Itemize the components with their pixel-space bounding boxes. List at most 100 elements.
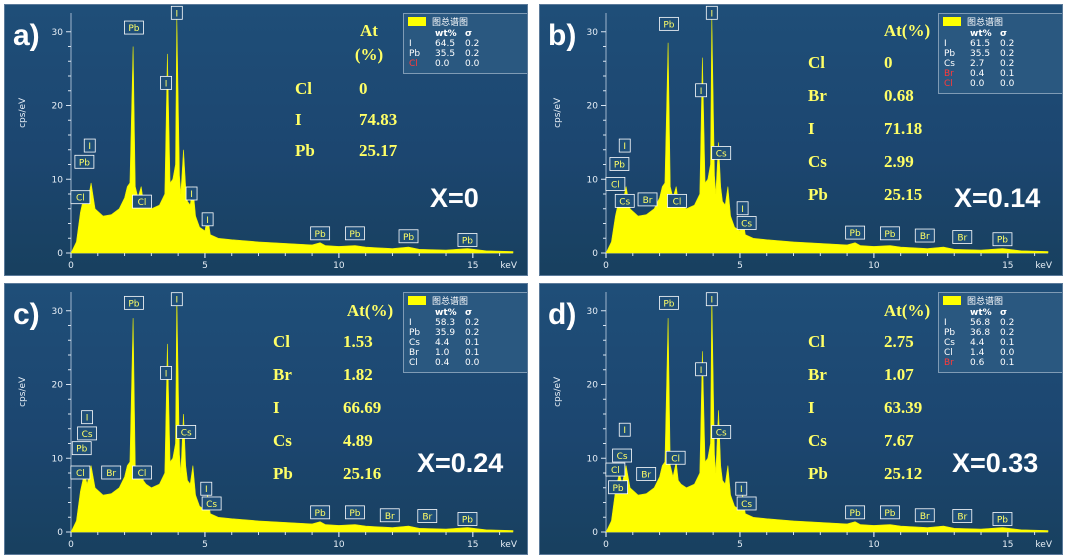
peak-label-box [398,229,419,244]
peak-label-box [618,422,631,437]
peak-label: Br [914,508,935,523]
legend-wt: 58.3 [435,318,456,328]
legend-col-header: σ [465,308,473,318]
peak-label-box [201,212,214,227]
y-tick-label: 20 [587,381,599,391]
legend-element: I [409,39,412,49]
peak-label-box [612,448,632,463]
legend-wt: 0.0 [435,59,450,69]
at-value: 25.17 [359,141,398,160]
peak-label: Cs [176,425,197,439]
peak-label-box [695,83,707,98]
peak-label-box [952,230,973,244]
at-element: Cl [808,332,825,351]
legend-row: Pb 35.5 0.2 [944,49,1026,59]
x-tick-label: 5 [737,261,743,271]
panel-c: 0 5 10 15 keV 0 10 20 30 cps/eV Pb I I Cs I Cs Pb Cl Br Cl I… [4,283,528,555]
legend-wt: 36.8 [970,328,991,338]
composition-label: X=0.14 [954,183,1041,213]
peak-label-text: Cs [206,500,217,510]
peak-label-text: I [700,87,703,97]
peak-label-box [914,508,935,523]
peak-label-text: Br [920,512,930,522]
at-percent-title: At(%) [883,301,931,320]
at-element: Pb [808,464,828,483]
peak-label: I [735,481,748,496]
at-value: 25.16 [343,464,382,483]
legend-col-header [944,308,970,318]
x-tick-label: 15 [1002,261,1013,271]
peak-label: Br [914,228,935,243]
peak-label-text: Cs [181,428,192,438]
peak-label: Pb [345,505,365,520]
peak-label-text: Pb [76,445,87,455]
peak-label-text: Pb [349,230,360,240]
y-tick-label: 10 [52,454,64,464]
legend-sigma: 0.1 [465,348,480,358]
peak-label-text: I [165,369,168,379]
peak-label-text: I [175,296,178,306]
legend-wt: 61.5 [970,39,991,49]
legend-title: 图总谱图 [432,18,469,28]
y-tick-label: 30 [587,28,599,38]
at-value: 2.99 [884,152,914,171]
peak-label-box [845,505,866,520]
peak-label: Cl [665,450,686,465]
peak-label-box [992,512,1013,526]
y-tick-label: 10 [52,175,64,185]
x-tick-label: 15 [467,540,478,550]
x-tick-label: 0 [603,540,609,550]
peak-label: Pb [845,505,866,520]
y-tick-label: 0 [592,249,598,259]
peak-label: Pb [345,226,365,241]
peak-label-text: Cl [611,180,620,190]
peak-label-text: Cl [138,469,147,479]
peak-label-box [711,146,732,160]
legend-row: I 56.8 0.2 [944,318,1026,328]
x-tick-label: 10 [868,261,880,271]
peak-label-text: Cl [611,466,620,476]
at-value: 0.68 [884,86,914,105]
peak-label: Pb [992,512,1013,526]
peak-label-box [74,154,95,169]
at-element: Pb [295,141,315,160]
legend-element: Cl [409,59,418,69]
legend-element: Cl [944,348,953,358]
peak-label: I [705,5,718,20]
y-tick-label: 20 [52,381,64,391]
peak-label: I [705,292,718,307]
legend-row: Cl 1.4 0.0 [944,348,1026,358]
peak-label-text: Br [422,513,432,523]
y-tick-label: 20 [52,102,64,112]
at-value: 1.07 [884,365,914,384]
peak-label-box [160,75,172,90]
legend-col-header: wt% [435,308,457,318]
peak-label-text: Pb [663,299,674,309]
peak-label-box [310,505,331,520]
peak-label-text: Pb [349,509,360,519]
legend-header: 图总谱图 [939,293,1062,308]
legend-header: 图总谱图 [404,293,527,308]
legend-col-header: σ [1000,29,1008,39]
x-tick-label: 10 [333,261,345,271]
legend-table: wt% σ I 61.5 0.2 Pb 35.5 0.2 Cs 2.7 0.2 Br 0.4 0.1 Cl 0… [944,29,1026,89]
at-element: Cl [295,79,312,98]
peak-label: I [81,410,93,425]
panel-label: c) [13,298,40,331]
peak-label-text: Cs [82,430,93,440]
legend-sigma: 0.2 [465,49,480,59]
legend: 图总谱图 wt% σ I 61.5 0.2 Pb 35.5 0.2 Cs 2.7 0.2 Br 0.4 0.… [938,13,1062,94]
peak-label-box [70,190,91,205]
legend-sigma: 0.1 [1000,69,1015,79]
legend-row: I 58.3 0.2 [409,318,491,328]
peak-label-text: I [205,485,208,495]
peak-label-text: I [86,414,89,424]
legend-col-header: σ [1000,308,1008,318]
legend-row: Pb 36.8 0.2 [944,328,1026,338]
at-value: 0 [884,53,893,72]
legend-element: I [409,318,412,328]
peak-label: Cl [132,465,152,480]
y-tick-label: 0 [57,528,63,538]
peak-label: Pb [310,505,331,520]
peak-label: Pb [71,441,92,456]
